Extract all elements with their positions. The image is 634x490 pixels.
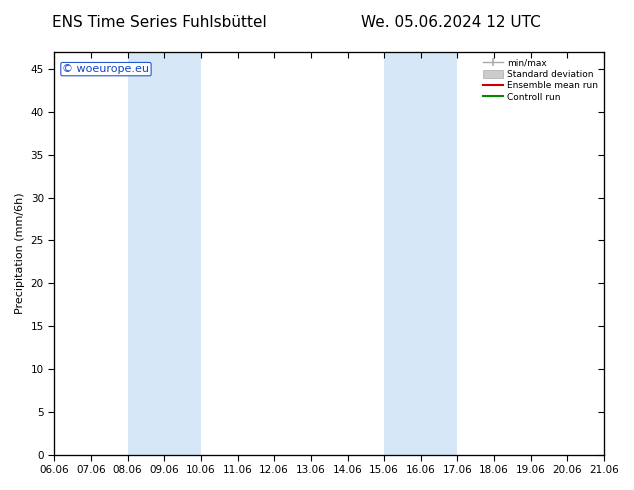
- Text: ENS Time Series Fuhlsbüttel: ENS Time Series Fuhlsbüttel: [51, 15, 266, 30]
- Title: ENS Time Series Fuhlsbüttel      We. 05.06.2024 12 UTC: ENS Time Series Fuhlsbüttel We. 05.06.20…: [0, 489, 1, 490]
- Legend: min/max, Standard deviation, Ensemble mean run, Controll run: min/max, Standard deviation, Ensemble me…: [482, 56, 600, 103]
- Bar: [127, 52, 201, 455]
- Text: We. 05.06.2024 12 UTC: We. 05.06.2024 12 UTC: [361, 15, 541, 30]
- Bar: [384, 52, 458, 455]
- Text: © woeurope.eu: © woeurope.eu: [63, 64, 150, 74]
- Y-axis label: Precipitation (mm/6h): Precipitation (mm/6h): [15, 193, 25, 314]
